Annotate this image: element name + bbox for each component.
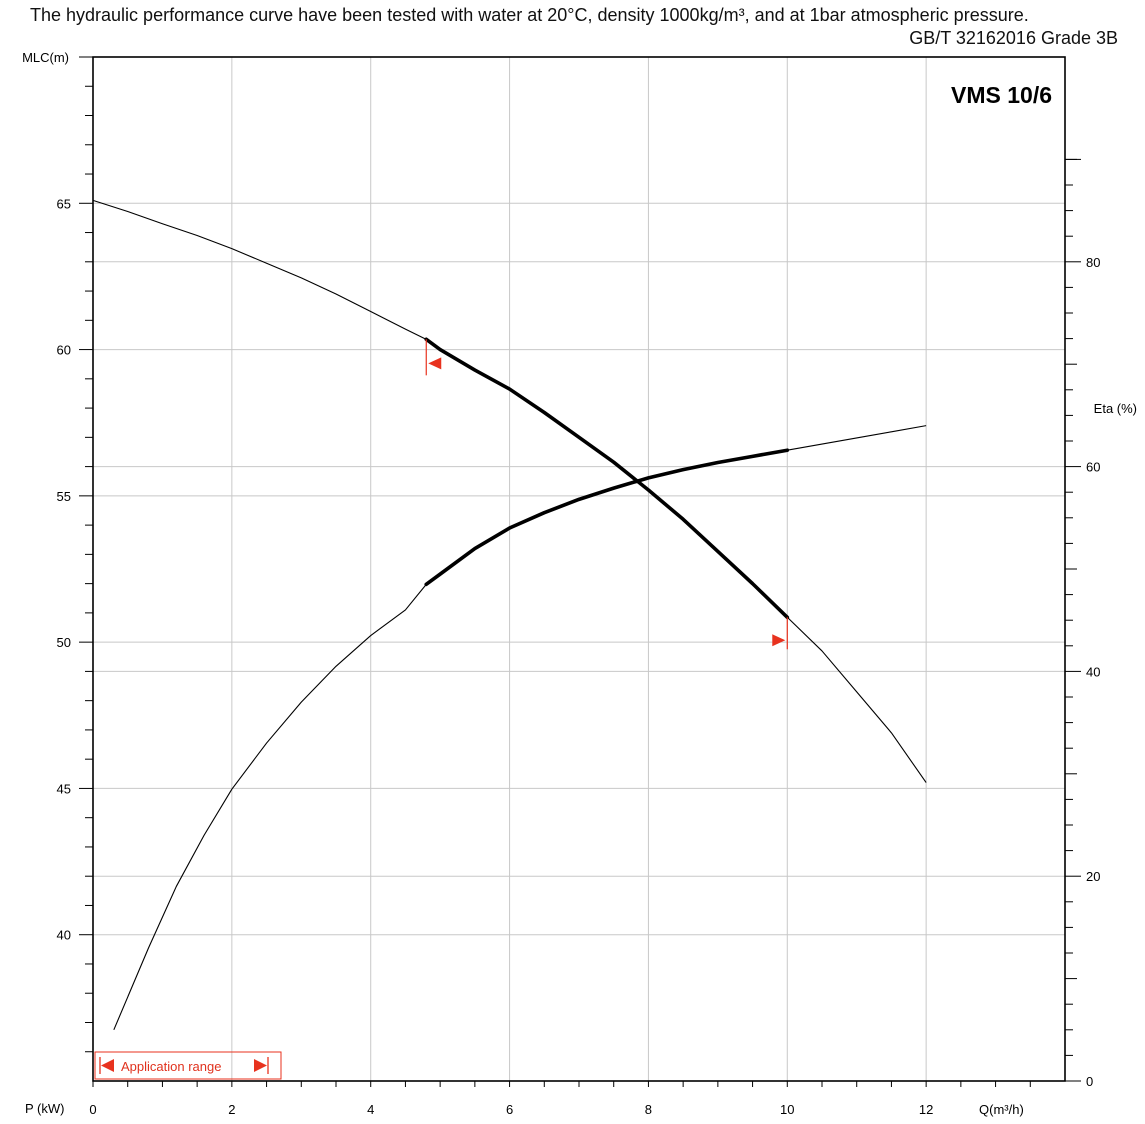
x-tick-label: 12	[919, 1102, 933, 1117]
test-conditions-note: The hydraulic performance curve have bee…	[30, 5, 1029, 25]
x-tick-label: 2	[228, 1102, 235, 1117]
head-curve-application-range	[424, 337, 790, 620]
application-range-legend: Application range	[94, 1051, 282, 1080]
x-tick-label: 10	[780, 1102, 794, 1117]
y-axis-right-label: Eta (%)	[1094, 401, 1137, 416]
standard-label: GB/T 32162016 Grade 3B	[909, 28, 1118, 48]
power-axis-label: P (kW)	[25, 1101, 64, 1116]
head-tick-label: 60	[57, 343, 71, 358]
model-label: VMS 10/6	[951, 82, 1052, 108]
x-tick-label: 8	[645, 1102, 652, 1117]
axis-ticks: 0 2 4 6 8 10 12 40 45 50 55 60 65 0 20 40 60 80	[57, 56, 1100, 1117]
head-tick-label: 50	[57, 635, 71, 650]
x-axis-label: Q(m³/h)	[979, 1102, 1024, 1117]
eta-tick-label: 0	[1086, 1074, 1093, 1089]
curves	[92, 199, 927, 1031]
eta-tick-label: 80	[1086, 255, 1100, 270]
head-tick-label: 45	[57, 781, 71, 796]
range-start-arrow-icon	[428, 357, 442, 370]
eta-curve	[113, 425, 927, 1031]
legend-right-arrow-icon	[254, 1059, 267, 1072]
x-tick-label: 6	[506, 1102, 513, 1117]
x-tick-label: 0	[89, 1102, 96, 1117]
x-tick-label: 4	[367, 1102, 374, 1117]
grid	[93, 57, 1065, 1081]
plot-frame	[92, 56, 1066, 1082]
range-end-arrow-icon	[772, 634, 786, 647]
eta-tick-label: 20	[1086, 869, 1100, 884]
eta-tick-label: 40	[1086, 664, 1100, 679]
eta-tick-label: 60	[1086, 460, 1100, 475]
eta-curve-application-range	[424, 448, 790, 587]
y-axis-left-label: MLC(m)	[22, 50, 69, 65]
legend-frame	[94, 1051, 282, 1080]
head-tick-label: 40	[57, 928, 71, 943]
legend-left-arrow-icon	[101, 1059, 114, 1072]
head-tick-label: 55	[57, 489, 71, 504]
legend-label: Application range	[121, 1059, 221, 1074]
application-range-markers	[425, 339, 788, 650]
head-tick-label: 65	[57, 196, 71, 211]
